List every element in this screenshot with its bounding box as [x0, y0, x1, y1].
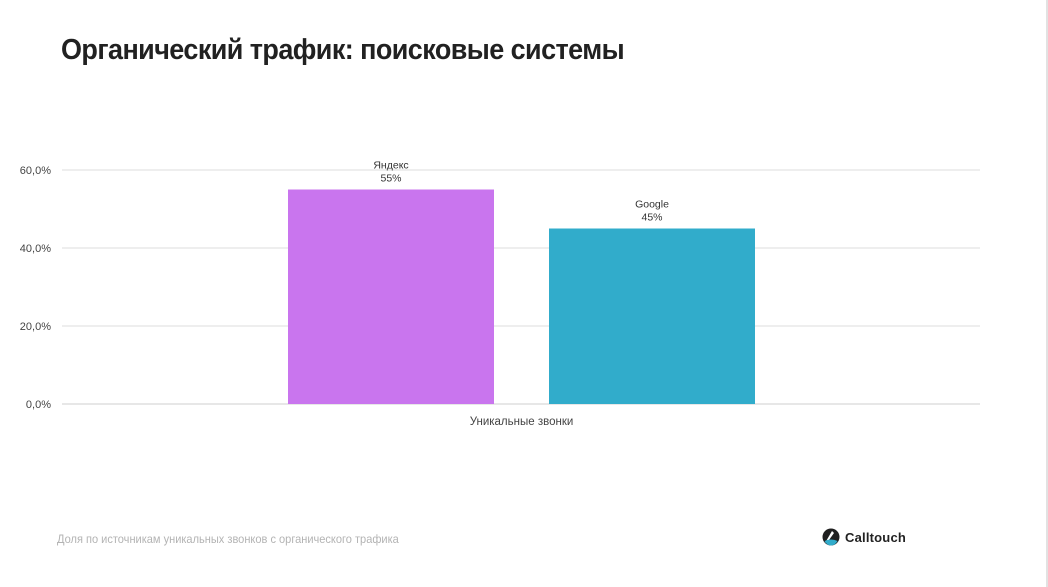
calltouch-logo-text: Calltouch — [845, 529, 907, 545]
y-tick-label: 60,0% — [20, 165, 51, 177]
x-category-label: Уникальные звонки — [470, 416, 574, 428]
calltouch-logo: Calltouch — [822, 528, 906, 546]
page-title: Органический трафик: поисковые системы — [61, 34, 625, 66]
y-tick-label: 0,0% — [26, 399, 51, 411]
y-tick-label: 20,0% — [20, 321, 51, 333]
bar-series-label: Яндекс — [373, 160, 408, 172]
bar-google — [549, 228, 755, 404]
chart-footnote: Доля по источникам уникальных звонков с … — [57, 532, 399, 546]
bar-value-label: 55% — [380, 173, 401, 185]
y-tick-label: 40,0% — [20, 243, 51, 255]
bar-value-label: 45% — [641, 212, 662, 224]
bar-series-label: Google — [635, 199, 669, 211]
slide-edge — [1046, 0, 1048, 587]
calltouch-logo-icon — [822, 528, 840, 546]
bar-яндекс — [288, 189, 494, 404]
